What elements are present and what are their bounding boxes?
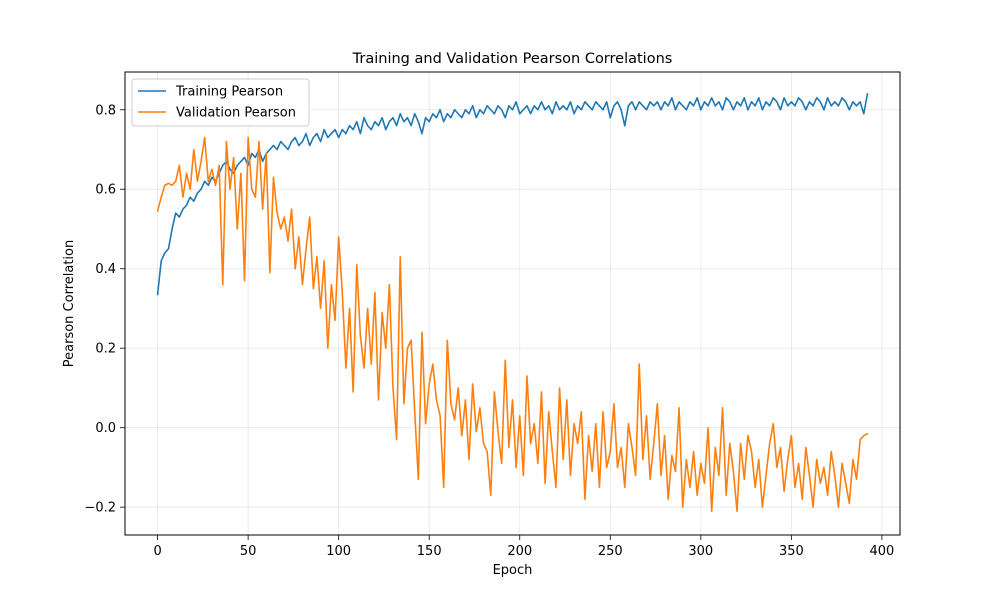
x-tick-label: 250 — [598, 544, 623, 559]
x-tick-label: 50 — [240, 544, 257, 559]
x-tick-label: 0 — [153, 544, 161, 559]
y-axis-label: Pearson Correlation — [62, 240, 77, 367]
plot-frame — [124, 71, 901, 536]
legend-label-training: Training Pearson — [175, 85, 283, 100]
y-tick-label: 0.4 — [95, 262, 116, 277]
y-tick-label: 0.8 — [95, 103, 116, 118]
legend-box — [131, 78, 310, 127]
series-line-validation — [156, 136, 869, 512]
chart-title: Training and Validation Pearson Correlat… — [352, 51, 673, 67]
y-tick-label: 0.0 — [95, 421, 116, 436]
y-axis-ticks: −0.2 0.0 0.2 0.4 0.6 0.8 — [84, 103, 125, 516]
x-axis-label: Epoch — [493, 563, 533, 578]
series-lines — [156, 93, 869, 512]
x-tick-label: 150 — [417, 544, 442, 559]
x-tick-label: 400 — [869, 544, 894, 559]
x-axis-ticks: 0 50 100 150 200 250 300 350 400 — [153, 535, 894, 559]
series-line-training — [156, 93, 869, 296]
x-tick-label: 300 — [688, 544, 713, 559]
legend-label-validation: Validation Pearson — [176, 106, 296, 121]
grid — [125, 72, 900, 535]
x-tick-label: 350 — [779, 544, 804, 559]
y-tick-label: 0.2 — [95, 342, 116, 357]
y-tick-label: −0.2 — [84, 501, 116, 516]
legend: Training Pearson Validation Pearson — [131, 78, 310, 127]
x-tick-label: 100 — [326, 544, 351, 559]
y-tick-label: 0.6 — [95, 183, 116, 198]
x-tick-label: 200 — [507, 544, 532, 559]
